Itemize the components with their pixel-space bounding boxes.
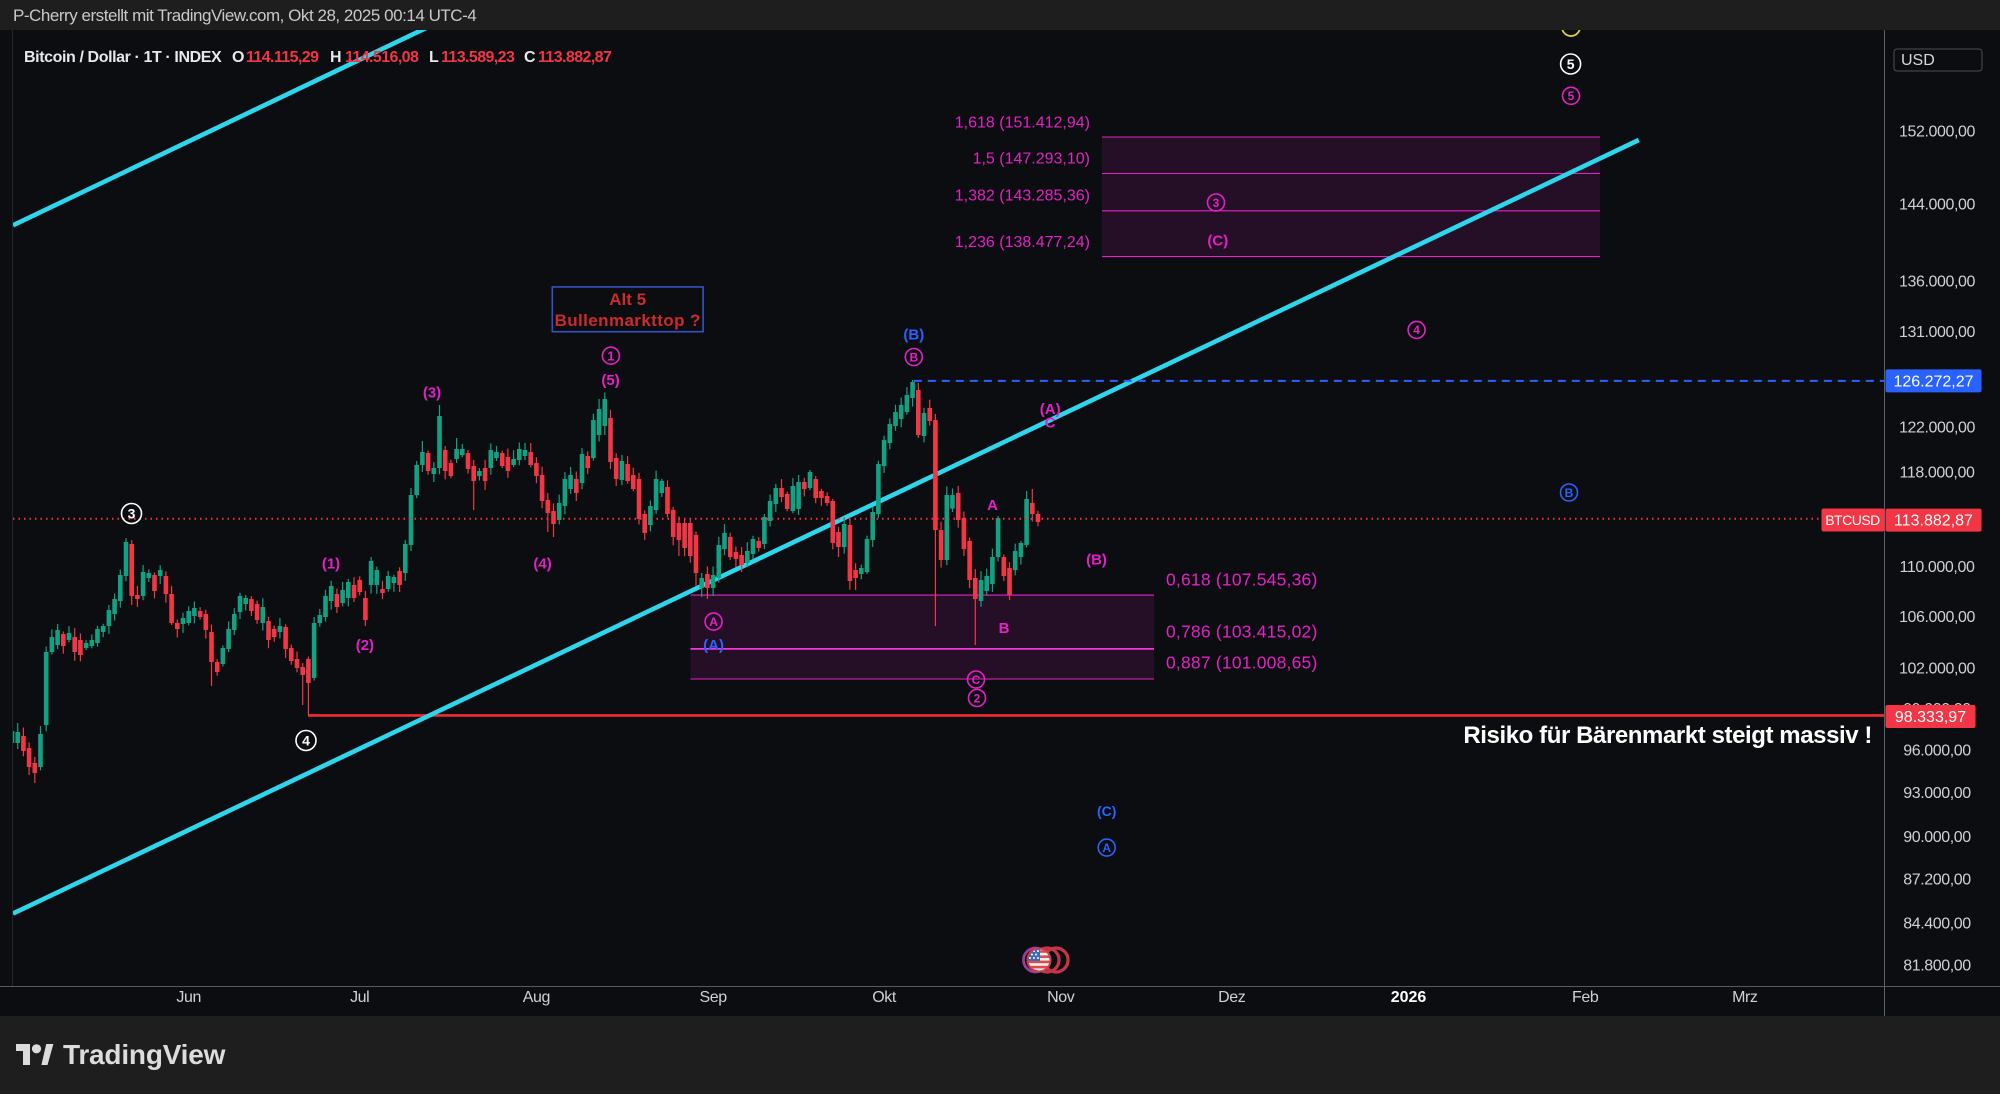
svg-text:(C): (C) (1207, 232, 1228, 249)
svg-text:(A): (A) (1040, 401, 1061, 418)
svg-text:1: 1 (607, 348, 614, 363)
svg-text:C: C (1045, 415, 1056, 432)
svg-text:5: 5 (1567, 56, 1575, 72)
svg-text:Bitcoin / Dollar · 1T · INDEX: Bitcoin / Dollar · 1T · INDEX (24, 49, 222, 66)
svg-text:A: A (987, 497, 998, 514)
svg-text:3: 3 (1213, 196, 1220, 210)
svg-text:(B): (B) (903, 326, 924, 343)
svg-text:1,382 (143.285,36): 1,382 (143.285,36) (955, 188, 1090, 205)
svg-text:(3): (3) (423, 384, 441, 401)
svg-text:81.800,00: 81.800,00 (1903, 958, 1971, 975)
svg-text:(5): (5) (601, 372, 619, 389)
svg-text:93.000,00: 93.000,00 (1903, 785, 1971, 802)
svg-text:Risiko für Bärenmarkt steigt m: Risiko für Bärenmarkt steigt massiv ! (1463, 722, 1872, 749)
svg-text:(C): (C) (1097, 803, 1116, 819)
svg-text:Okt: Okt (872, 989, 897, 1006)
svg-text:5: 5 (1568, 89, 1575, 103)
svg-text:126.272,27: 126.272,27 (1893, 373, 1973, 390)
svg-text:(1): (1) (322, 555, 340, 572)
svg-text:(B): (B) (1086, 552, 1107, 569)
svg-text:96.000,00: 96.000,00 (1903, 742, 1971, 759)
svg-text:4: 4 (302, 733, 310, 749)
svg-text:152.000,00: 152.000,00 (1899, 124, 1976, 141)
svg-text:1,5 (147.293,10): 1,5 (147.293,10) (973, 151, 1090, 168)
svg-text:L: L (429, 49, 439, 66)
svg-text:Mrz: Mrz (1732, 989, 1758, 1006)
svg-text:2: 2 (974, 691, 981, 705)
svg-text:144.000,00: 144.000,00 (1899, 196, 1976, 213)
svg-text:0,887 (101.008,65): 0,887 (101.008,65) (1166, 653, 1318, 673)
svg-text:87.200,00: 87.200,00 (1903, 872, 1971, 889)
svg-text:113.589,23: 113.589,23 (441, 49, 515, 66)
svg-text:98.333,97: 98.333,97 (1895, 709, 1966, 726)
svg-text:B: B (999, 620, 1010, 637)
svg-text:102.000,00: 102.000,00 (1899, 661, 1976, 678)
svg-text:USD: USD (1901, 52, 1935, 69)
svg-text:0,618 (107.545,36): 0,618 (107.545,36) (1166, 570, 1318, 590)
svg-text:113.882,87: 113.882,87 (1894, 513, 1973, 530)
svg-text:BTCUSD: BTCUSD (1825, 512, 1880, 528)
svg-text:110.000,00: 110.000,00 (1900, 559, 1975, 576)
svg-text:3: 3 (128, 506, 136, 522)
svg-text:A: A (709, 615, 718, 629)
svg-text:1,618 (151.412,94): 1,618 (151.412,94) (955, 115, 1090, 132)
svg-text:O: O (232, 49, 244, 66)
svg-text:Jul: Jul (350, 989, 369, 1006)
svg-text:114.115,29: 114.115,29 (246, 49, 319, 66)
svg-text:Nov: Nov (1047, 989, 1075, 1006)
svg-text:90.000,00: 90.000,00 (1903, 829, 1971, 846)
svg-text:C: C (524, 49, 536, 66)
svg-text:Bullenmarkttop ?: Bullenmarkttop ? (555, 311, 701, 330)
svg-text:TradingView: TradingView (63, 1044, 226, 1070)
svg-text:1,236 (138.477,24): 1,236 (138.477,24) (955, 234, 1090, 251)
svg-text:B: B (1565, 486, 1574, 500)
svg-text:C: C (972, 673, 981, 687)
svg-text:A: A (1102, 841, 1111, 855)
svg-text:(A): (A) (703, 637, 724, 654)
svg-text:122.000,00: 122.000,00 (1899, 420, 1976, 437)
svg-text:(2): (2) (356, 637, 374, 654)
svg-text:84.400,00: 84.400,00 (1903, 916, 1971, 933)
svg-text:131.000,00: 131.000,00 (1899, 324, 1976, 341)
svg-text:106.000,00: 106.000,00 (1899, 609, 1976, 626)
svg-text:2026: 2026 (1391, 989, 1427, 1006)
svg-text:4: 4 (1413, 323, 1420, 337)
svg-text:Jun: Jun (176, 989, 201, 1006)
svg-text:0,786 (103.415,02): 0,786 (103.415,02) (1166, 622, 1318, 642)
svg-text:114.516,08: 114.516,08 (345, 49, 419, 66)
svg-text:B: B (909, 350, 918, 364)
svg-text:Dez: Dez (1218, 989, 1246, 1006)
svg-text:118.000,00: 118.000,00 (1900, 465, 1975, 482)
svg-text:(4): (4) (533, 555, 551, 572)
svg-text:Aug: Aug (523, 989, 550, 1006)
svg-text:136.000,00: 136.000,00 (1899, 273, 1976, 290)
svg-text:Feb: Feb (1572, 989, 1599, 1006)
svg-text:Sep: Sep (699, 989, 727, 1006)
svg-text:H: H (330, 49, 342, 66)
svg-text:113.882,87: 113.882,87 (538, 49, 612, 66)
svg-text:Alt 5: Alt 5 (609, 290, 646, 309)
